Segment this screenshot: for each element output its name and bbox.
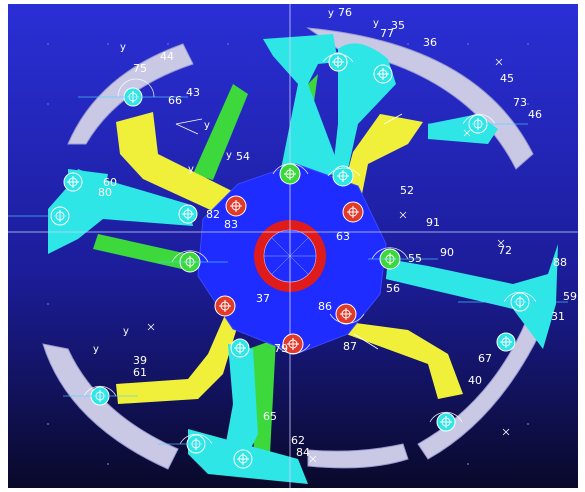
label-36: 36 (423, 36, 437, 49)
label-82: 82 (206, 208, 220, 221)
cad-viewport[interactable]: y y y y y y y y 76 35 77 36 45 73 46 75 … (8, 4, 578, 488)
label-72: 72 (498, 244, 512, 257)
joint-marker-icon (279, 163, 301, 185)
label-31: 31 (551, 310, 565, 323)
joint-marker-icon (214, 295, 236, 317)
mechanism-scene: y y y y y y y y 76 35 77 36 45 73 46 75 … (8, 4, 578, 488)
label-61: 61 (133, 366, 147, 379)
label-35: 35 (391, 19, 405, 32)
label-77: 77 (380, 27, 394, 40)
joint-marker-icon (335, 303, 357, 325)
label-40: 40 (468, 374, 482, 387)
svg-text:y: y (328, 8, 334, 19)
label-73: 73 (513, 96, 527, 109)
label-87: 87 (343, 340, 357, 353)
label-86: 86 (318, 300, 332, 313)
label-90: 90 (440, 246, 454, 259)
svg-text:y: y (93, 344, 99, 355)
joint-marker-icon (373, 64, 393, 84)
coordinate-frame-icon (8, 53, 568, 445)
svg-text:y: y (226, 150, 232, 161)
label-43: 43 (186, 86, 200, 99)
label-44: 44 (160, 50, 174, 63)
label-75: 75 (133, 62, 147, 75)
marker-labels: 76 35 77 36 45 73 46 75 44 66 43 54 52 9… (98, 6, 577, 459)
label-67: 67 (478, 352, 492, 365)
svg-text:y: y (188, 164, 194, 175)
yellow-links (116, 112, 463, 404)
label-52: 52 (400, 184, 414, 197)
label-60: 60 (103, 176, 117, 189)
label-62: 62 (291, 434, 305, 447)
label-45: 45 (500, 72, 514, 85)
label-79: 79 (274, 342, 288, 355)
label-39: 39 (133, 354, 147, 367)
label-55: 55 (408, 252, 422, 265)
arc-segment-bottom (307, 443, 409, 469)
label-46: 46 (528, 108, 542, 121)
joint-marker-icon (342, 201, 364, 223)
arc-segment-left (42, 343, 179, 470)
joint-marker-icon (496, 332, 516, 352)
label-88: 88 (553, 256, 567, 269)
joint-marker-icon (233, 449, 253, 469)
joint-marker-icon (230, 338, 250, 358)
label-84: 84 (296, 446, 310, 459)
joint-marker-icon (63, 172, 83, 192)
label-54: 54 (236, 150, 250, 163)
svg-text:y: y (204, 120, 210, 131)
svg-text:y: y (373, 18, 379, 29)
label-91: 91 (426, 216, 440, 229)
label-37: 37 (256, 292, 270, 305)
triad-x-icon (147, 58, 510, 463)
label-76: 76 (338, 6, 352, 19)
joint-marker-icon (332, 165, 354, 187)
axis-labels: y y y y y y y y (93, 8, 379, 355)
label-83: 83 (224, 218, 238, 231)
svg-text:y: y (120, 42, 126, 53)
joint-marker-icon (436, 412, 456, 432)
joint-marker-icon (282, 333, 304, 355)
joint-marker-icon (225, 195, 247, 217)
label-66: 66 (168, 94, 182, 107)
global-axes (8, 4, 578, 488)
joint-marker-icon (178, 204, 198, 224)
label-80: 80 (98, 186, 112, 199)
svg-text:y: y (123, 326, 129, 337)
label-59: 59 (563, 290, 577, 303)
label-65: 65 (263, 410, 277, 423)
label-63: 63 (336, 230, 350, 243)
label-56: 56 (386, 282, 400, 295)
joint-marker-icon (328, 52, 348, 72)
